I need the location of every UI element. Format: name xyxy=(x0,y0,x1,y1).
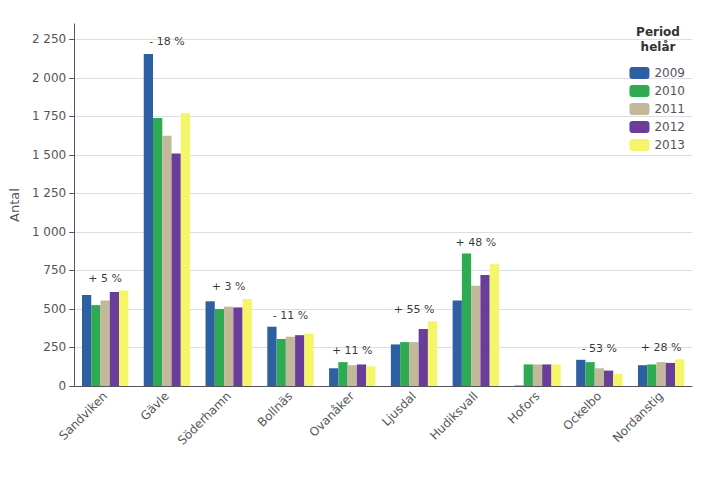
svg-text:Söderhamn: Söderhamn xyxy=(175,389,234,448)
svg-text:1 250: 1 250 xyxy=(32,186,66,200)
svg-text:- 11 %: - 11 % xyxy=(273,309,308,322)
svg-text:2 000: 2 000 xyxy=(32,71,66,85)
svg-text:Period: Period xyxy=(636,25,680,39)
svg-text:2010: 2010 xyxy=(654,84,685,98)
svg-text:- 53 %: - 53 % xyxy=(582,342,617,355)
svg-text:2011: 2011 xyxy=(654,102,685,116)
svg-text:2 250: 2 250 xyxy=(32,32,66,46)
svg-text:2012: 2012 xyxy=(654,120,685,134)
svg-text:- 18 %: - 18 % xyxy=(149,35,184,48)
svg-text:Ljusdal: Ljusdal xyxy=(379,389,419,429)
svg-text:+ 11 %: + 11 % xyxy=(332,344,373,357)
svg-text:Hofors: Hofors xyxy=(505,389,543,427)
svg-text:1 500: 1 500 xyxy=(32,148,66,162)
svg-text:500: 500 xyxy=(43,302,66,316)
svg-text:+ 5 %: + 5 % xyxy=(88,272,122,285)
svg-text:2009: 2009 xyxy=(654,66,685,80)
svg-text:Antal: Antal xyxy=(7,188,22,222)
svg-text:Sandviken: Sandviken xyxy=(56,389,110,443)
svg-text:2013: 2013 xyxy=(654,138,685,152)
svg-text:750: 750 xyxy=(43,263,66,277)
svg-text:+ 48 %: + 48 % xyxy=(455,236,496,249)
svg-text:Hudiksvall: Hudiksvall xyxy=(427,389,481,443)
svg-text:1 750: 1 750 xyxy=(32,109,66,123)
svg-text:Gävle: Gävle xyxy=(138,389,172,423)
svg-text:1 000: 1 000 xyxy=(32,225,66,239)
svg-text:+ 28 %: + 28 % xyxy=(641,341,682,354)
svg-text:Ovanåker: Ovanåker xyxy=(307,389,358,440)
svg-text:+ 3 %: + 3 % xyxy=(212,280,246,293)
svg-text:250: 250 xyxy=(43,340,66,354)
svg-text:Ockelbo: Ockelbo xyxy=(560,389,604,433)
svg-text:+ 55 %: + 55 % xyxy=(394,303,435,316)
svg-text:Nordanstig: Nordanstig xyxy=(610,389,666,445)
svg-text:Bollnäs: Bollnäs xyxy=(255,389,296,430)
svg-text:helår: helår xyxy=(641,40,676,54)
svg-text:0: 0 xyxy=(59,379,67,393)
